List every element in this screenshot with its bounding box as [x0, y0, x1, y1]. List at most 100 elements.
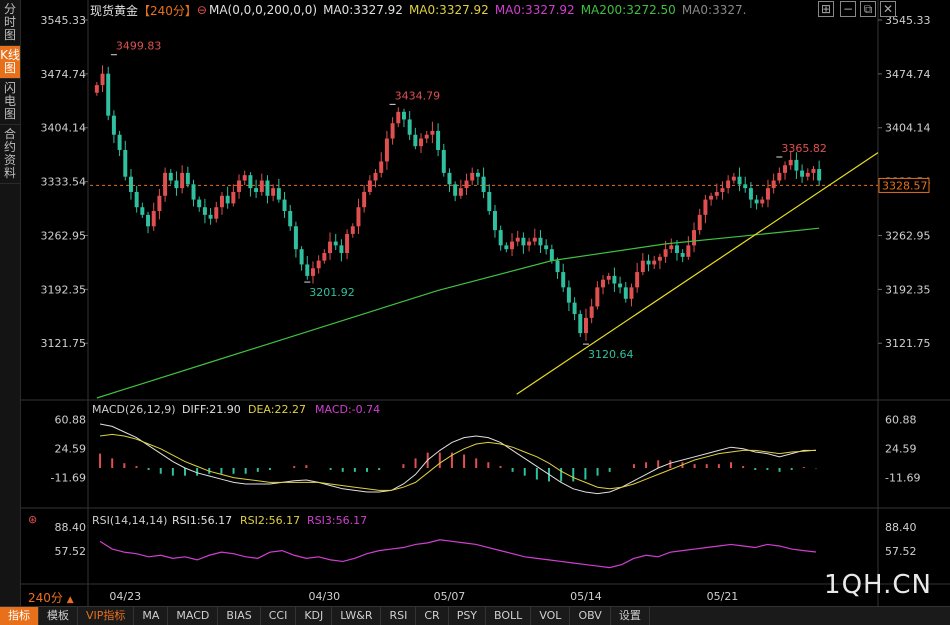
indicator-tab-1[interactable]: 模板	[39, 607, 78, 625]
rsi3-text: RSI3:56.17	[307, 514, 367, 527]
price-tick-right-0: 3545.33	[885, 14, 931, 27]
ma-value-3: MA200:3272.50	[580, 3, 676, 17]
candle-body	[117, 134, 122, 150]
candle-body	[350, 226, 355, 234]
add-icon[interactable]: ⊞	[818, 1, 834, 17]
candle-body	[276, 188, 281, 200]
candle-body	[737, 176, 742, 185]
candle-body	[424, 134, 429, 139]
macd-diff-line	[99, 423, 816, 495]
annotation-label-1: 3434.79	[395, 89, 441, 102]
candle-body	[293, 226, 298, 250]
minimize-icon[interactable]: −	[840, 1, 856, 17]
candle-body	[612, 275, 617, 284]
candle-body	[214, 207, 219, 219]
candle-body	[242, 175, 247, 181]
sidebar-tab-2[interactable]: 闪电图	[0, 79, 20, 125]
candle-body	[271, 188, 276, 196]
indicator-tab-7[interactable]: KDJ	[296, 607, 333, 625]
candle-body	[720, 188, 725, 192]
candle-body	[384, 138, 389, 162]
candle-body	[379, 161, 384, 173]
x-label-3: 05/14	[570, 590, 602, 603]
rsi-settings-icon: ⊛	[28, 513, 37, 526]
candle-body	[726, 180, 731, 189]
indicator-bar: 指标 模板 VIP指标 MA MACD BIAS CCI KDJ LW&R RSI CR PSY BOL…	[0, 606, 950, 625]
candle-body	[475, 172, 480, 177]
sidebar-tab-1[interactable]: K线图	[0, 46, 20, 79]
candle-body	[805, 172, 810, 177]
indicator-tab-8[interactable]: LW&R	[332, 607, 382, 625]
candle-body	[237, 180, 242, 192]
ma-settings[interactable]: MA(0,0,0,200,0,0)	[208, 3, 318, 17]
symbol-name[interactable]: 现货黄金	[90, 3, 139, 18]
ma-value-2: MA0:3327.92	[494, 3, 575, 17]
indicator-tab-2[interactable]: VIP指标	[78, 607, 135, 625]
candle-body	[572, 302, 577, 315]
candle-body	[811, 169, 816, 173]
indicator-tab-6[interactable]: CCI	[261, 607, 297, 625]
sidebar-tab-3[interactable]: 合约资料	[0, 125, 20, 184]
price-tick-left-5: 3192.35	[41, 283, 87, 296]
indicator-tab-14[interactable]: OBV	[570, 607, 611, 625]
candle-body	[771, 180, 776, 189]
price-tick-right-4: 3262.95	[885, 229, 931, 242]
candle-body	[328, 241, 333, 254]
macd-dea-text: DEA:22.27	[248, 403, 306, 416]
settings-icon[interactable]: ⊖	[196, 3, 207, 17]
candle-body	[640, 260, 645, 273]
candle-body	[373, 172, 378, 181]
candle-body	[407, 119, 412, 135]
candle-body	[686, 245, 691, 257]
indicator-tab-3[interactable]: MA	[134, 607, 169, 625]
last-price-label: 3328.57	[882, 179, 928, 192]
candle-body	[316, 260, 321, 269]
indicator-tab-12[interactable]: BOLL	[486, 607, 532, 625]
indicator-tab-0[interactable]: 指标	[0, 607, 39, 625]
close-icon[interactable]: ✕	[880, 1, 896, 17]
price-tick-left-3: 3333.54	[41, 176, 87, 189]
rsi-tick-right-0: 88.40	[885, 521, 917, 534]
candle-body	[208, 214, 213, 219]
candle-body	[202, 207, 207, 215]
candle-body	[419, 138, 424, 147]
period-label[interactable]: 【240分】	[138, 3, 197, 18]
candle-body	[333, 241, 338, 246]
candle-body	[322, 253, 327, 261]
price-tick-left-0: 3545.33	[41, 14, 87, 27]
indicator-tab-4[interactable]: MACD	[168, 607, 219, 625]
candle-body	[367, 180, 372, 192]
candle-body	[305, 264, 310, 276]
candle-body	[538, 237, 543, 246]
sidebar-tab-0[interactable]: 分时图	[0, 0, 20, 46]
indicator-tab-9[interactable]: RSI	[381, 607, 417, 625]
candle-body	[703, 199, 708, 215]
indicator-tab-11[interactable]: PSY	[449, 607, 487, 625]
restore-icon[interactable]: ⧉	[860, 1, 876, 17]
candle-body	[669, 245, 674, 250]
x-label-1: 04/30	[308, 590, 340, 603]
trendline	[516, 152, 879, 395]
candle-body	[515, 237, 520, 242]
candle-body	[527, 241, 532, 246]
candle-body	[430, 130, 435, 135]
candle-body	[174, 180, 179, 189]
candle-body	[697, 214, 702, 231]
candle-body	[606, 275, 611, 280]
ma-value-4: MA0:3327.	[681, 3, 747, 17]
price-tick-right-5: 3192.35	[885, 283, 931, 296]
indicator-tab-13[interactable]: VOL	[531, 607, 571, 625]
candle-body	[282, 199, 287, 212]
candle-body	[458, 188, 463, 196]
indicator-tab-5[interactable]: BIAS	[218, 607, 261, 625]
candle-body	[549, 249, 554, 261]
candle-body	[94, 85, 99, 93]
x-label-4: 05/21	[707, 590, 739, 603]
candle-body	[413, 134, 418, 147]
period-selector[interactable]: 240分 ▲	[28, 591, 74, 605]
candle-body	[504, 245, 509, 250]
indicator-tab-15[interactable]: 设置	[611, 607, 650, 625]
candle-body	[709, 195, 714, 200]
indicator-tab-10[interactable]: CR	[416, 607, 449, 625]
chart-area[interactable]: 3545.33 3545.33 3474.74 3474.74 3404.14 3404.…	[0, 0, 950, 606]
